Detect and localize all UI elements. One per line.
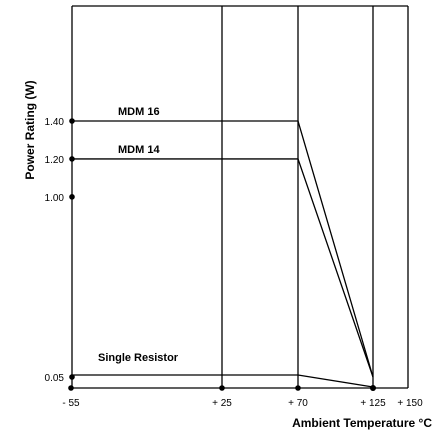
y-tick-label-1_4: 1.40	[45, 117, 65, 128]
y-axis-title: Power Rating (W)	[23, 80, 37, 179]
series-label-mdm-16: MDM 16	[118, 106, 160, 118]
x-tick-label-neg55: - 55	[62, 398, 80, 409]
x-tick-dot-neg55	[68, 385, 74, 391]
x-tick-label-150: + 150	[397, 398, 423, 409]
series-line-mdm-14	[71, 158, 374, 378]
y-tick-dot-1	[69, 194, 75, 200]
x-tick-label-125: + 125	[360, 398, 386, 409]
convergence-point	[370, 385, 376, 391]
x-tick-label-70: + 70	[288, 398, 308, 409]
series-line-single-resistor	[71, 374, 374, 388]
x-tick-dot-25	[219, 385, 225, 391]
series-label-single-resistor: Single Resistor	[98, 352, 179, 364]
y-tick-label-1_2: 1.20	[45, 155, 65, 166]
y-tick-label-0_05: 0.05	[45, 373, 65, 384]
x-tick-label-25: + 25	[212, 398, 232, 409]
y-tick-label-1: 1.00	[45, 193, 65, 204]
x-axis-title: Ambient Temperature °C	[292, 416, 432, 430]
x-tick-dot-70	[295, 385, 301, 391]
series-line-mdm-16	[71, 120, 374, 378]
series-label-mdm-14: MDM 14	[118, 144, 160, 156]
